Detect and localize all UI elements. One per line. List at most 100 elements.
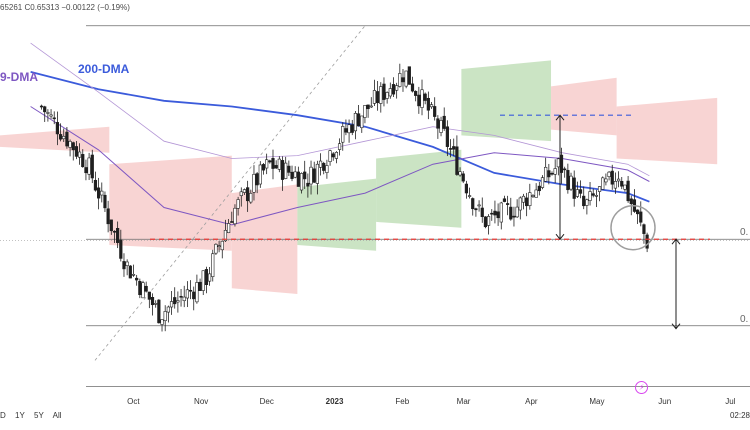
candle-body [309, 166, 313, 185]
candle-98 [350, 119, 354, 136]
candle-body [569, 175, 573, 190]
candle-29 [131, 264, 136, 277]
candle-body [502, 198, 507, 202]
candle-body [242, 189, 247, 193]
x-tick-jun: Jun [658, 397, 671, 406]
candle-body [499, 202, 503, 223]
cloud-segment-4 [376, 149, 462, 228]
candle-body [379, 86, 383, 104]
candle-body [509, 206, 513, 220]
candle-162 [553, 159, 557, 184]
cloud-segment-3 [297, 178, 377, 251]
candle-body [357, 113, 361, 127]
candle-181 [613, 172, 618, 194]
candle-body [303, 171, 307, 180]
candle-8 [65, 126, 69, 149]
candle-body [572, 177, 576, 199]
candle-127 [442, 107, 446, 131]
candle-body [626, 180, 630, 202]
candle-40 [166, 305, 170, 323]
measured-move-arrow [671, 238, 681, 330]
candle-130 [452, 138, 456, 157]
x-tick-apr: Apr [525, 397, 538, 406]
candle-55 [214, 243, 218, 256]
candle-body [207, 273, 212, 282]
range-all[interactable]: All [52, 411, 62, 420]
candle-32 [141, 280, 145, 299]
candle-body [433, 106, 437, 117]
candle-92 [331, 152, 335, 161]
candle-146 [502, 195, 507, 203]
candle-body [347, 124, 351, 134]
candle-body [233, 207, 237, 225]
candle-body [610, 170, 614, 185]
candle-12 [77, 143, 82, 165]
candle-33 [144, 281, 148, 293]
candle-body [585, 199, 589, 206]
candle-170 [578, 180, 583, 199]
x-tick-dec: Dec [260, 397, 274, 406]
candle-body [382, 83, 386, 100]
range-5y[interactable]: 5Y [34, 411, 44, 420]
candle-body [426, 97, 430, 111]
candle-154 [528, 183, 532, 210]
candle-10 [71, 141, 75, 161]
candle-99 [353, 111, 358, 140]
measured-move-arrow-head-top [671, 238, 681, 245]
candle-43 [176, 291, 180, 313]
candle-62 [236, 196, 240, 216]
candle-body [274, 165, 278, 169]
candle-70 [261, 162, 266, 175]
candle-body [147, 291, 151, 300]
candle-body [550, 172, 554, 175]
cloud-segment-1 [109, 155, 232, 251]
candle-body [293, 171, 297, 178]
candle-76 [280, 156, 285, 191]
candle-body [442, 115, 446, 129]
candle-body [578, 189, 583, 194]
candle-body [620, 180, 624, 187]
candle-109 [385, 91, 389, 104]
candle-body [138, 280, 142, 296]
candle-47 [188, 280, 193, 300]
candle-9 [68, 139, 72, 157]
candle-136 [471, 197, 475, 216]
event-bolt-icon[interactable]: ⚡ [635, 381, 648, 394]
candle-184 [623, 184, 627, 192]
candle-body [331, 153, 335, 158]
x-tick-may: May [589, 397, 604, 406]
candle-88 [318, 153, 323, 176]
range-d[interactable]: D [0, 411, 6, 420]
candle-body [192, 291, 196, 300]
candle-body [360, 115, 364, 129]
range-height-arrow [555, 114, 565, 241]
candle-body [265, 159, 269, 169]
candle-body [369, 105, 373, 108]
ichimoku-cloud [0, 60, 718, 295]
candle-body [376, 91, 380, 104]
candle-body [325, 165, 329, 173]
candle-body [77, 151, 82, 158]
candle-44 [179, 288, 183, 307]
candle-64 [242, 188, 247, 195]
candle-166 [566, 163, 570, 194]
candle-body [182, 296, 186, 302]
candle-body [623, 184, 627, 190]
candle-body [163, 311, 167, 322]
range-1y[interactable]: 1Y [15, 411, 25, 420]
candle-body [109, 219, 113, 232]
candle-body [372, 90, 377, 104]
x-tick-mar: Mar [457, 397, 471, 406]
candle-158 [540, 175, 545, 190]
candle-body [395, 85, 399, 91]
price-label-0: 0. [740, 227, 748, 238]
candle-79 [290, 165, 294, 182]
candle-body [62, 135, 66, 140]
candle-129 [448, 139, 453, 158]
candle-body [363, 105, 367, 118]
candle-83 [303, 160, 307, 189]
candle-34 [147, 291, 151, 309]
candle-body [65, 131, 69, 147]
candle-133 [461, 171, 465, 184]
